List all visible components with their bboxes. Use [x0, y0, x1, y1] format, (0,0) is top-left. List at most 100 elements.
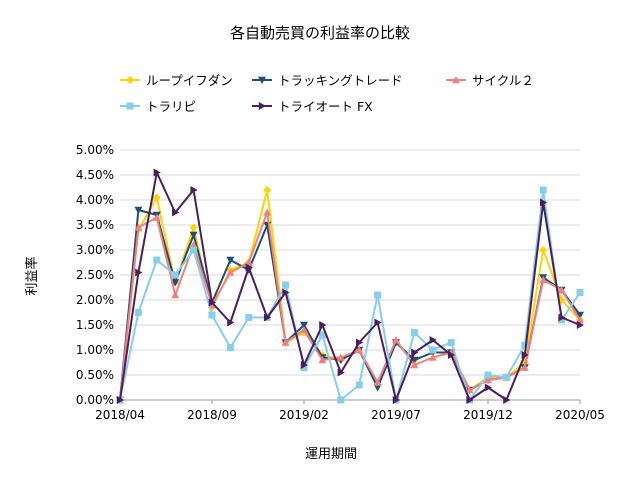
data-point — [466, 396, 474, 404]
series-line — [119, 189, 581, 401]
y-tick-label: 3.00% — [76, 243, 114, 257]
series-line — [119, 171, 581, 401]
legend-entry: トラリピ — [120, 99, 196, 114]
data-point — [171, 271, 179, 279]
data-point — [411, 348, 419, 357]
data-point — [189, 223, 198, 232]
data-point — [373, 384, 382, 392]
data-point — [226, 256, 235, 264]
data-point — [429, 336, 437, 344]
data-point — [263, 208, 272, 216]
data-point — [484, 376, 492, 384]
legend-label: トラッキングトレード — [278, 73, 403, 88]
y-tick-label: 5.00% — [76, 143, 114, 157]
data-point — [576, 311, 584, 319]
data-point — [356, 338, 364, 347]
data-point — [576, 321, 584, 329]
data-point — [502, 374, 510, 381]
data-point — [337, 368, 345, 377]
data-point — [337, 396, 345, 404]
x-tick-label: 2018/09 — [187, 408, 237, 422]
data-point — [134, 309, 142, 316]
x-axis-label: 運用期間 — [305, 447, 357, 462]
data-point — [189, 241, 198, 249]
data-point — [263, 186, 272, 194]
data-point — [558, 313, 566, 322]
data-point — [521, 341, 529, 349]
data-point — [557, 286, 566, 294]
legend-entry: ループイフダン — [120, 73, 233, 88]
series-group — [116, 208, 584, 404]
y-tick-label: 1.50% — [76, 318, 114, 332]
data-point — [300, 326, 308, 334]
legend-label: トライオート FX — [278, 99, 373, 114]
data-point — [576, 316, 584, 324]
data-point — [190, 186, 198, 194]
legend-entry: トライオート FX — [252, 99, 373, 114]
data-point — [318, 356, 327, 364]
y-axis-ticks: 0.00% 0.50% 1.00% 1.50% 2.00% 2.50% 3.00% 3.50%… — [76, 143, 114, 407]
data-point — [245, 263, 253, 272]
y-tick-label: 4.50% — [76, 168, 114, 182]
data-point — [134, 206, 143, 214]
chart-title: 各自動売買の利益率の比較 — [230, 24, 410, 42]
data-point — [576, 289, 584, 296]
data-point — [208, 311, 216, 319]
x-tick-label: 2019/02 — [279, 408, 329, 422]
data-point — [282, 288, 290, 297]
data-point — [373, 378, 382, 386]
y-tick-label: 4.00% — [76, 193, 114, 207]
legend-marker — [258, 102, 266, 110]
data-point — [226, 344, 234, 351]
data-point — [447, 339, 455, 346]
x-tick-label: 2020/05 — [555, 408, 605, 422]
y-axis-label: 利益率 — [24, 256, 40, 295]
data-point — [410, 361, 419, 369]
data-point — [152, 213, 161, 221]
data-point — [318, 331, 326, 339]
data-point — [355, 381, 363, 389]
series-group — [116, 186, 584, 404]
x-axis-ticks: 2018/04 2018/09 2019/02 2019/07 2019/12 2020/… — [95, 400, 605, 422]
data-point — [226, 268, 235, 276]
legend-marker — [258, 76, 266, 84]
legend-label: ループイフダン — [146, 73, 233, 88]
legend: ループイフダン トラッキングトレード サイクル２ トラリピ トライオート FX — [120, 73, 534, 114]
x-tick-label: 2018/04 — [95, 408, 145, 422]
x-tick-label: 2019/12 — [463, 408, 513, 422]
legend-marker — [452, 76, 460, 84]
data-point — [558, 316, 566, 324]
data-point — [539, 186, 547, 194]
series-layer — [116, 168, 584, 404]
data-point — [410, 329, 418, 336]
y-tick-label: 0.00% — [76, 393, 114, 407]
data-point — [336, 353, 345, 361]
data-point — [300, 364, 308, 371]
data-point — [135, 268, 143, 277]
y-tick-label: 3.50% — [76, 218, 114, 232]
data-point — [392, 336, 400, 344]
data-point — [171, 291, 180, 299]
data-point — [264, 313, 272, 322]
data-point — [300, 321, 308, 329]
legend-entry: トラッキングトレード — [252, 73, 403, 88]
data-point — [208, 298, 216, 307]
data-point — [245, 314, 253, 321]
data-point — [520, 363, 529, 371]
legend-entry: サイクル２ — [446, 73, 534, 88]
data-point — [428, 353, 437, 361]
data-point — [116, 396, 124, 404]
x-tick-label: 2019/07 — [371, 408, 421, 422]
data-point — [153, 256, 161, 264]
data-point — [484, 371, 492, 379]
data-point — [539, 276, 548, 284]
data-point — [190, 246, 198, 254]
data-point — [429, 346, 437, 354]
data-point — [282, 281, 290, 289]
gridlines — [120, 149, 580, 401]
legend-label: トラリピ — [146, 99, 196, 114]
data-point — [392, 396, 400, 404]
data-point — [152, 193, 161, 202]
data-point — [281, 338, 290, 346]
